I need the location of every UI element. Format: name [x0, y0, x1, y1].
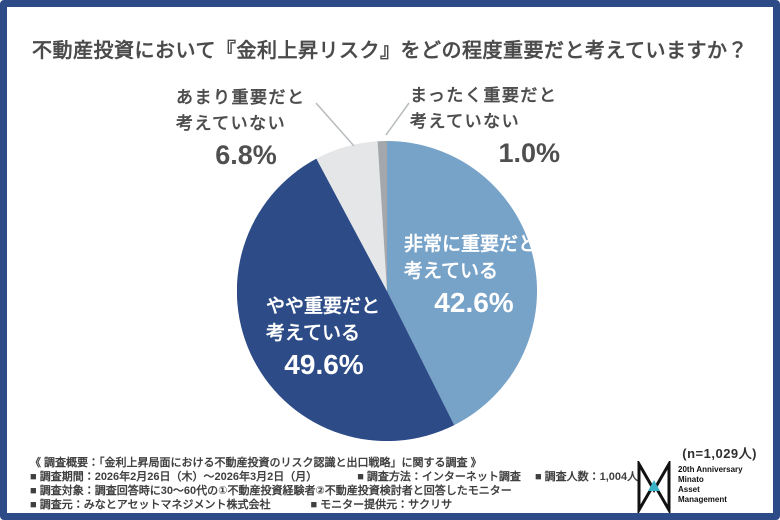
sample-size-label: (n=1,029人)	[682, 446, 757, 461]
logo-text-line2: Minato	[678, 475, 704, 484]
logo-text-line3: Asset	[678, 485, 700, 494]
survey-method: ■ 調査方法：インターネット調査	[357, 471, 521, 483]
pie-slice-3	[377, 141, 387, 291]
label-low-importance: あまり重要だと 考えていない 6.8%	[176, 85, 316, 170]
chart-title: 不動産投資において『金利上昇リスク』をどの程度重要だと考えていますか？	[32, 40, 748, 62]
leader-line-no-importance	[385, 102, 410, 136]
label-no-importance-line2: 考えていない	[410, 112, 521, 131]
logo-text-line1: 20th Anniversary	[678, 465, 743, 474]
value-low-importance: 6.8%	[215, 140, 277, 170]
label-very-important-line2: 考えている	[404, 261, 499, 282]
survey-overview: 《 調査概要：「金利上昇局面における不動産投資のリスク認識と出口戦略」に関する調…	[30, 457, 638, 513]
pie-chart	[237, 141, 537, 441]
leader-line-low-importance	[315, 102, 355, 147]
survey-monitor-provider: ■ モニター提供元：サクリサ	[310, 499, 453, 511]
logo-accent-triangle	[648, 480, 660, 491]
label-very-important: 非常に重要だと 考えている 42.6%	[404, 231, 544, 318]
value-very-important: 42.6%	[434, 287, 514, 318]
survey-target: ■ 調査対象：調査回答時に30～60代の①不動産投資経験者②不動産投資検討者と回…	[30, 485, 512, 497]
label-no-importance: まったく重要だと 考えていない 1.0%	[410, 83, 566, 168]
label-low-importance-line1: あまり重要だと	[176, 88, 306, 107]
pie-slice-2	[316, 141, 387, 291]
company-logo: 20th Anniversary Minato Asset Management	[637, 461, 743, 513]
label-very-important-line1: 非常に重要だと	[404, 234, 538, 255]
label-no-importance-line1: まったく重要だと	[410, 86, 558, 105]
label-somewhat-important: やや重要だと 考えている 49.6%	[266, 293, 382, 380]
survey-period: ■ 調査期間：2026年2月26日（木）～2026年3月2日（月）	[30, 471, 318, 483]
survey-source: ■ 調査元：みなとアセットマネジメント株式会社	[30, 499, 271, 511]
pie-slice-1	[237, 158, 455, 441]
value-somewhat-important: 49.6%	[284, 349, 364, 380]
minato-logo-icon	[637, 461, 671, 513]
value-no-importance: 1.0%	[498, 138, 560, 168]
survey-overview-title: 《 調査概要：「金利上昇局面における不動産投資のリスク認識と出口戦略」に関する調…	[30, 457, 482, 469]
logo-text-line4: Management	[678, 495, 727, 504]
label-somewhat-important-line1: やや重要だと	[266, 296, 381, 317]
survey-count: ■ 調査人数：1,004人	[534, 471, 639, 483]
pie-slice-0	[387, 141, 537, 426]
logo-text: 20th Anniversary Minato Asset Management	[678, 461, 743, 505]
label-low-importance-line2: 考えていない	[176, 114, 287, 133]
label-somewhat-important-line2: 考えている	[266, 323, 361, 344]
